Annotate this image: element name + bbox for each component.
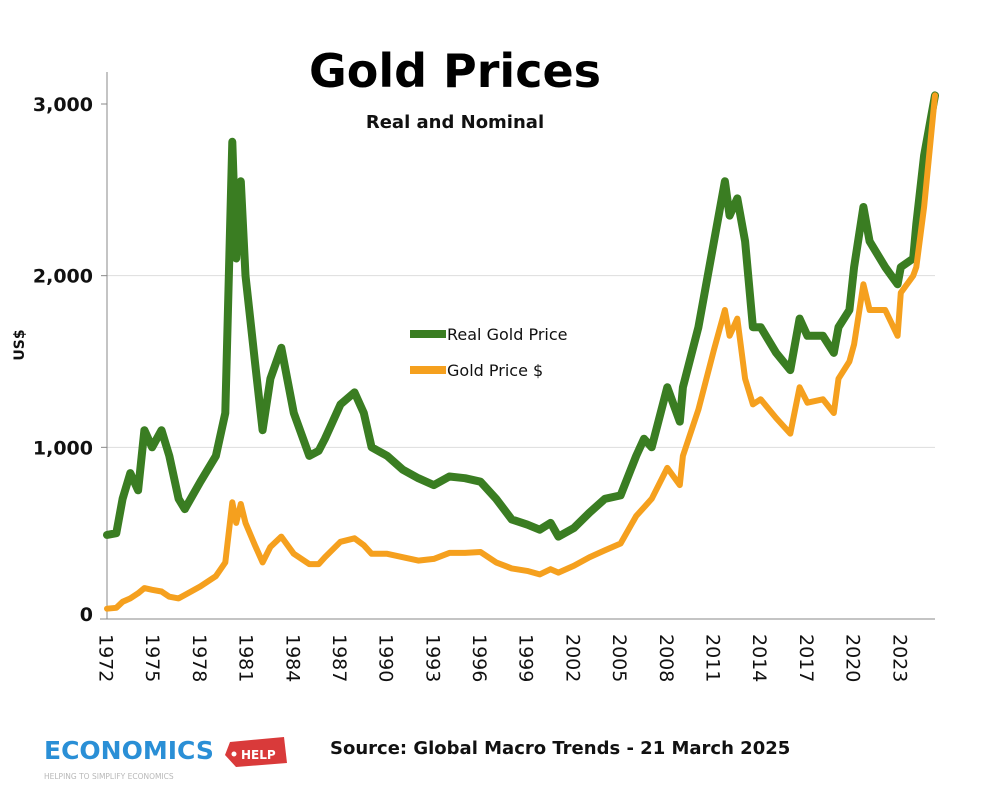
x-tick-label: 1972 bbox=[95, 634, 117, 682]
legend-label-real: Real Gold Price bbox=[447, 325, 567, 344]
y-tick-label: 2,000 bbox=[33, 266, 93, 288]
y-axis-label: US$ bbox=[12, 329, 28, 360]
x-tick-label: 1975 bbox=[141, 634, 163, 682]
economics-help-logo: ECONOMICS HELP HELPING TO SIMPLIFY ECONO… bbox=[44, 733, 304, 789]
x-tick-label: 2005 bbox=[608, 634, 630, 682]
x-tick-label: 1981 bbox=[235, 634, 257, 682]
series-line-nominal bbox=[104, 92, 938, 612]
x-tick-label: 2017 bbox=[795, 634, 817, 682]
x-tick-label: 2023 bbox=[888, 634, 910, 682]
x-tick-label: 1993 bbox=[421, 634, 443, 682]
x-tick-label: 2002 bbox=[561, 634, 583, 682]
x-tick-label: 2008 bbox=[655, 634, 677, 682]
logo-text: ECONOMICS bbox=[44, 736, 214, 765]
logo-tag-text: HELP bbox=[241, 748, 276, 762]
x-tick-label: 1999 bbox=[515, 634, 537, 682]
x-tick-label: 2014 bbox=[748, 634, 770, 682]
x-tick-label: 2011 bbox=[701, 634, 723, 682]
logo-tag-hole-icon bbox=[231, 751, 237, 757]
x-tick-label: 1984 bbox=[281, 634, 303, 682]
chart-subtitle: Real and Nominal bbox=[365, 112, 545, 133]
x-tick-label: 2020 bbox=[842, 634, 864, 682]
legend-label-nominal: Gold Price $ bbox=[447, 361, 543, 380]
y-tick-label: 3,000 bbox=[33, 94, 93, 116]
y-tick-label: 0 bbox=[80, 604, 93, 626]
series-line-real bbox=[103, 91, 939, 541]
legend: Real Gold Price Gold Price $ bbox=[410, 325, 567, 380]
y-tick-label: 1,000 bbox=[33, 437, 93, 459]
logo-tagline: HELPING TO SIMPLIFY ECONOMICS bbox=[44, 772, 174, 781]
x-tick-label: 1996 bbox=[468, 634, 490, 682]
source-note: Source: Global Macro Trends - 21 March 2… bbox=[330, 738, 791, 759]
gold-price-chart: 0 1,000 2,000 3,000 1972 1975 1978 1981 1984 198… bbox=[12, 72, 939, 682]
x-tick-label: 1990 bbox=[375, 634, 397, 682]
x-tick-label: 1978 bbox=[188, 634, 210, 682]
x-tick-label: 1987 bbox=[328, 634, 350, 682]
logo-tag-icon bbox=[225, 737, 287, 767]
chart-title: Gold Prices bbox=[308, 44, 602, 98]
